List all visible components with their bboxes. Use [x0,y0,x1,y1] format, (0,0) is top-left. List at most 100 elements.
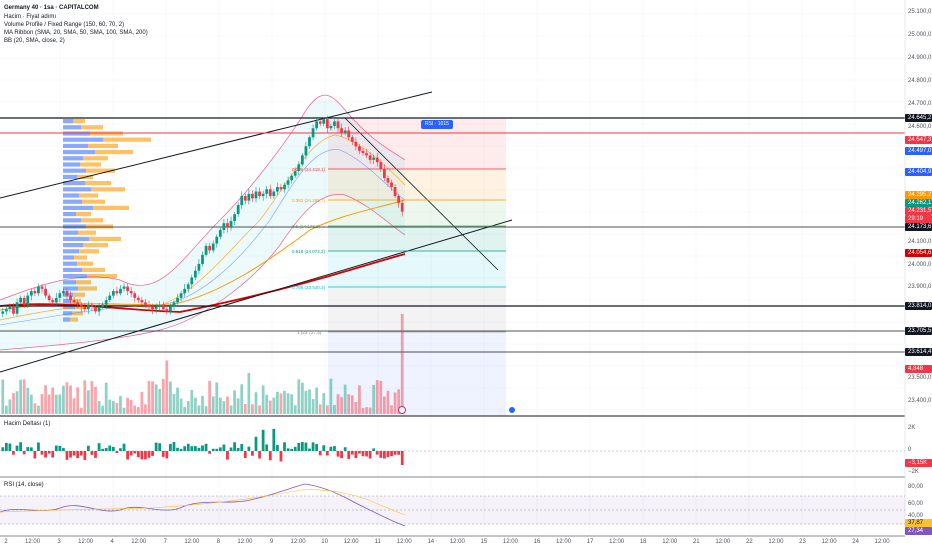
volume-profile-bar [63,249,79,254]
candle-body [247,193,251,201]
price-label: 4,848 [905,365,932,373]
candle-body [151,306,154,310]
delta-bar [12,451,15,455]
candle-body [54,297,58,303]
alert-badge[interactable]: RSI · 1015 [421,120,453,129]
time-tick: 12:00 [768,539,784,545]
horizontal-levels [0,117,905,353]
delta-bar [19,442,22,451]
volume-profile-bar [63,243,83,248]
candle-body [383,168,386,178]
future-marker[interactable] [508,406,516,414]
volume-profile-bar [79,249,99,254]
candle-body [361,150,365,154]
time-tick: 17 [586,539,594,545]
volume-bar [8,399,12,414]
candle-body [133,293,137,298]
delta-bar [347,451,351,460]
delta-pane-title[interactable]: Hacim Deltası (1) [4,421,51,427]
volume-profile-bar [63,224,86,229]
candle-body [119,288,122,294]
candle-body [111,291,115,296]
volume-bar [336,394,340,414]
delta-bar [4,442,8,451]
volume-profile-bar [63,286,78,291]
delta-bar [104,447,108,451]
volume-bar [372,385,376,414]
volume-bar [297,379,301,414]
volume-profile-bar [63,181,85,186]
candle-body [172,302,176,307]
volume-profile-bar [78,286,97,291]
legend-volume[interactable]: Hacim · Fiyat adımı [4,14,57,20]
candle-body [101,304,105,307]
delta-bar [72,451,76,456]
delta-bar [133,451,137,454]
delta-bar [211,448,215,451]
delta-bar [101,448,105,451]
candle-body [208,245,212,251]
delta-bar [33,451,37,459]
volume-bar [243,404,247,414]
volume-bar [165,360,169,414]
volume-profile-bar [83,243,108,248]
volume-bar [304,390,308,414]
volume-profile-bar [63,298,71,303]
delta-bar [243,451,247,458]
time-tick: 12:00 [237,539,253,545]
legend-volume-profile[interactable]: Volume Profile / Fixed Range (150, 60, 7… [4,22,125,28]
legend-ma-ribbon[interactable]: MA Ribbon (SMA, 20, SMA, 50, SMA, 100, S… [4,30,148,36]
volume-profile-bar [63,137,103,142]
delta-bar [375,451,379,455]
delta-bar [86,445,90,451]
volume-profile-bar [63,199,82,204]
volume-bar [322,393,326,414]
event-marker[interactable] [398,406,406,414]
delta-bar [343,447,347,451]
candle-body [286,180,290,185]
candle-body [300,155,304,165]
rsi-pane-title[interactable]: RSI (14, close) [4,482,44,488]
candle-body [226,223,229,228]
legend-bb[interactable]: BB (20, SMA, close, 2) [4,38,65,44]
delta-bar [94,451,97,458]
rsi-tick-60: 60,00 [908,501,924,507]
volume-bar [119,395,122,414]
candle-body [115,291,119,294]
volume-profile-bar [86,224,113,229]
candle-body [65,291,69,296]
delta-bar [161,451,165,457]
delta-bar [40,451,44,455]
delta-bar [333,446,336,451]
rsi-value: 27,34 [905,527,932,535]
delta-bar [315,444,319,451]
delta-bar [76,451,80,459]
volume-bar [183,406,187,414]
candle-body [254,191,258,199]
price-label: 24.262,1 [905,199,932,207]
delta-bar [47,451,51,454]
candle-body [69,295,72,301]
time-tick: 12:00 [343,539,359,545]
channel-upper [0,91,433,199]
channel-lower [0,219,513,373]
volume-bar [308,389,311,414]
candle-body [315,121,319,129]
candle-body [340,128,343,133]
candle-body [336,121,340,129]
volume-bar [190,390,194,414]
delta-bar [268,451,272,461]
price-tick: 23.900,0 [908,284,932,290]
volume-profile-bar [82,199,105,204]
legend-symbol[interactable]: Germany 40 · 1sa · CAPITALCOM [4,5,99,11]
delta-bar [293,446,297,451]
fib-label-0382: 0.382 (24.285,7) [292,198,326,203]
candle-body [97,306,101,312]
volume-profile-bar [63,162,80,167]
volume-profile-bar [74,255,87,260]
volume-bar [154,384,158,414]
delta-bar [304,442,308,451]
delta-bar [336,451,340,457]
candle-body [19,297,22,303]
